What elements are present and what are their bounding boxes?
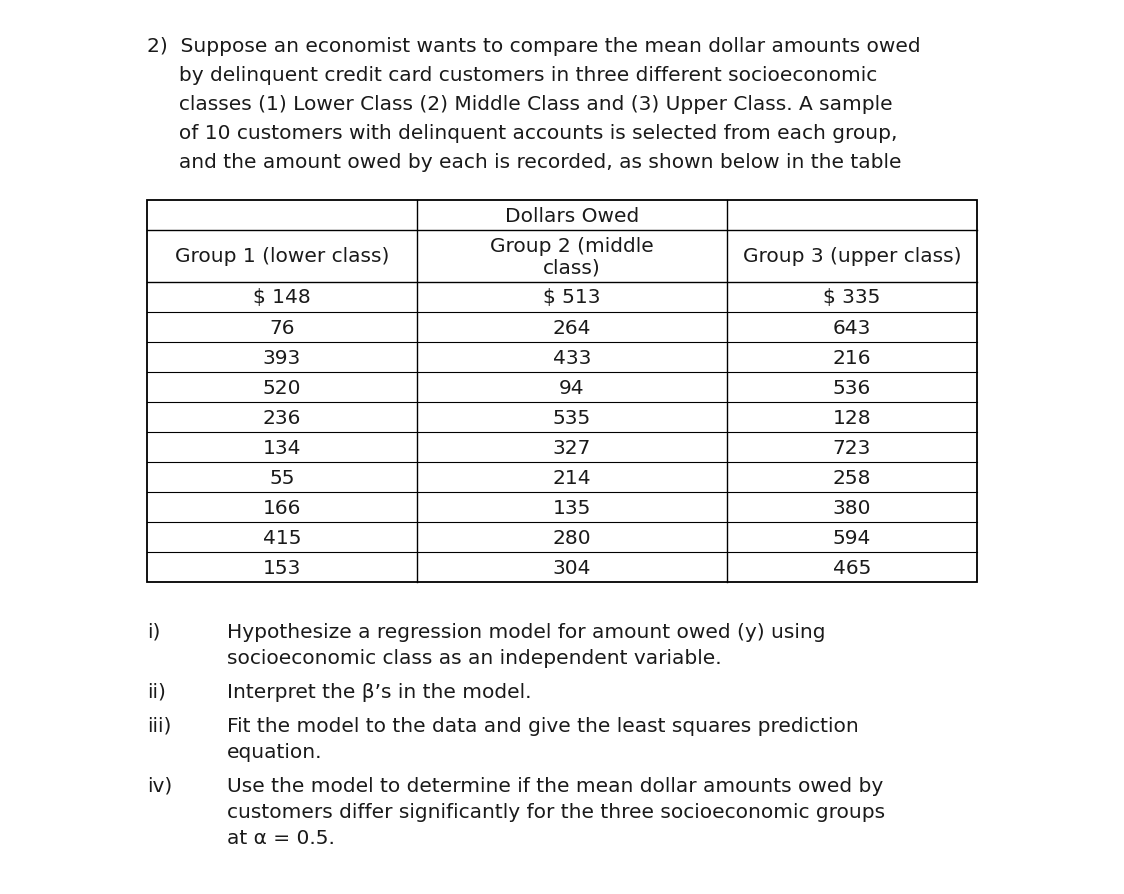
Text: 536: 536 [833,378,871,397]
Text: socioeconomic class as an independent variable.: socioeconomic class as an independent va… [227,648,722,667]
Text: equation.: equation. [227,742,323,761]
Text: 327: 327 [553,438,591,457]
Text: Interpret the β’s in the model.: Interpret the β’s in the model. [227,682,532,701]
Text: customers differ significantly for the three socioeconomic groups: customers differ significantly for the t… [227,802,885,821]
Text: 134: 134 [263,438,301,457]
Text: iv): iv) [147,776,172,795]
Text: 264: 264 [553,318,591,337]
Text: 535: 535 [553,408,591,427]
Text: 128: 128 [833,408,871,427]
Text: 520: 520 [263,378,301,397]
Text: 135: 135 [553,498,591,517]
Text: ii): ii) [147,682,166,701]
Text: at α = 0.5.: at α = 0.5. [227,828,335,847]
Text: Group 3 (upper class): Group 3 (upper class) [743,248,961,266]
Text: $ 335: $ 335 [823,288,881,308]
Text: i): i) [147,622,161,641]
Text: 380: 380 [833,498,871,517]
Text: 2)  Suppose an economist wants to compare the mean dollar amounts owed: 2) Suppose an economist wants to compare… [147,37,921,56]
Text: 393: 393 [263,348,301,367]
Text: $ 148: $ 148 [253,288,311,308]
Text: Dollars Owed: Dollars Owed [505,207,640,225]
Text: of 10 customers with delinquent accounts is selected from each group,: of 10 customers with delinquent accounts… [147,124,897,143]
Text: and the amount owed by each is recorded, as shown below in the table: and the amount owed by each is recorded,… [147,153,901,172]
Text: 433: 433 [553,348,591,367]
Text: Group 1 (lower class): Group 1 (lower class) [175,248,389,266]
Text: 415: 415 [263,528,301,547]
Text: 280: 280 [553,528,591,547]
Bar [147,201,977,582]
Text: $ 513: $ 513 [543,288,600,308]
Text: 153: 153 [263,558,301,577]
Text: 55: 55 [270,468,294,487]
Text: 723: 723 [833,438,871,457]
Text: Group 2 (middle
class): Group 2 (middle class) [490,236,654,277]
Text: Hypothesize a regression model for amount owed (y) using: Hypothesize a regression model for amoun… [227,622,825,641]
Text: 594: 594 [833,528,871,547]
Text: by delinquent credit card customers in three different socioeconomic: by delinquent credit card customers in t… [147,66,877,85]
Text: 304: 304 [553,558,591,577]
Text: 258: 258 [833,468,871,487]
Text: classes (1) Lower Class (2) Middle Class and (3) Upper Class. A sample: classes (1) Lower Class (2) Middle Class… [147,95,892,114]
Text: 76: 76 [270,318,294,337]
Text: 216: 216 [833,348,871,367]
Text: 214: 214 [553,468,591,487]
Text: 465: 465 [833,558,871,577]
Text: 94: 94 [559,378,584,397]
Text: Fit the model to the data and give the least squares prediction: Fit the model to the data and give the l… [227,716,859,735]
Text: iii): iii) [147,716,171,735]
Text: 643: 643 [833,318,871,337]
Text: 166: 166 [263,498,301,517]
Text: Use the model to determine if the mean dollar amounts owed by: Use the model to determine if the mean d… [227,776,883,795]
Text: 236: 236 [263,408,301,427]
